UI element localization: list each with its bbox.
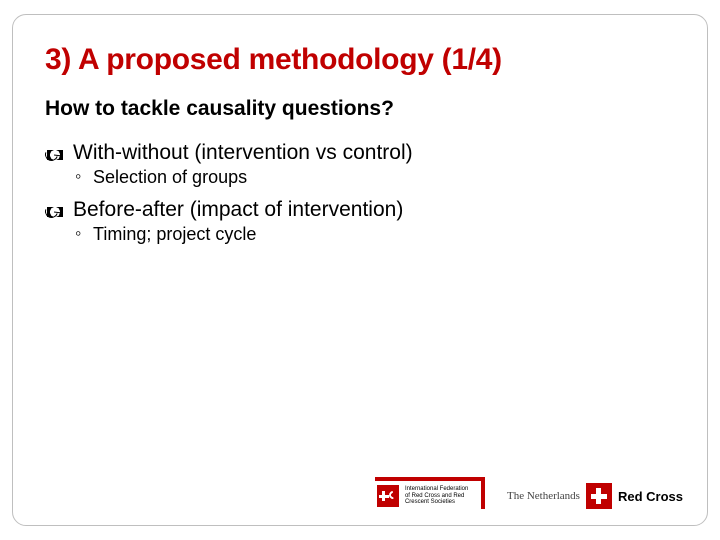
curly-bullet-icon	[45, 204, 63, 218]
subbullet-text: Selection of groups	[93, 167, 247, 187]
ifrc-logo: International Federation of Red Cross an…	[375, 477, 485, 509]
slide-subtitle: How to tackle causality questions?	[45, 97, 675, 121]
list-item: With-without (intervention vs control)	[45, 141, 675, 165]
red-cross-icon	[586, 483, 612, 509]
netherlands-redcross-logo: The Netherlands Red Cross	[507, 483, 683, 509]
bullet-text: Before-after (impact of intervention)	[73, 198, 403, 221]
subbullet-text: Timing; project cycle	[93, 224, 256, 244]
netherlands-label: The Netherlands	[507, 490, 580, 502]
slide-content: 3) A proposed methodology (1/4) How to t…	[13, 15, 707, 245]
bullet-text: With-without (intervention vs control)	[73, 141, 413, 164]
sub-list-item: Selection of groups	[45, 167, 675, 188]
slide-title: 3) A proposed methodology (1/4)	[45, 43, 675, 77]
ifrc-emblem-icon	[377, 485, 399, 507]
sub-list-item: Timing; project cycle	[45, 224, 675, 245]
footer-logos: International Federation of Red Cross an…	[375, 477, 683, 509]
bullet-list: With-without (intervention vs control) S…	[45, 141, 675, 245]
curly-bullet-icon	[45, 147, 63, 161]
redcross-label: Red Cross	[618, 489, 683, 504]
slide-frame: 3) A proposed methodology (1/4) How to t…	[12, 14, 708, 526]
list-item: Before-after (impact of intervention)	[45, 198, 675, 222]
ifrc-label: International Federation of Red Cross an…	[405, 486, 475, 506]
